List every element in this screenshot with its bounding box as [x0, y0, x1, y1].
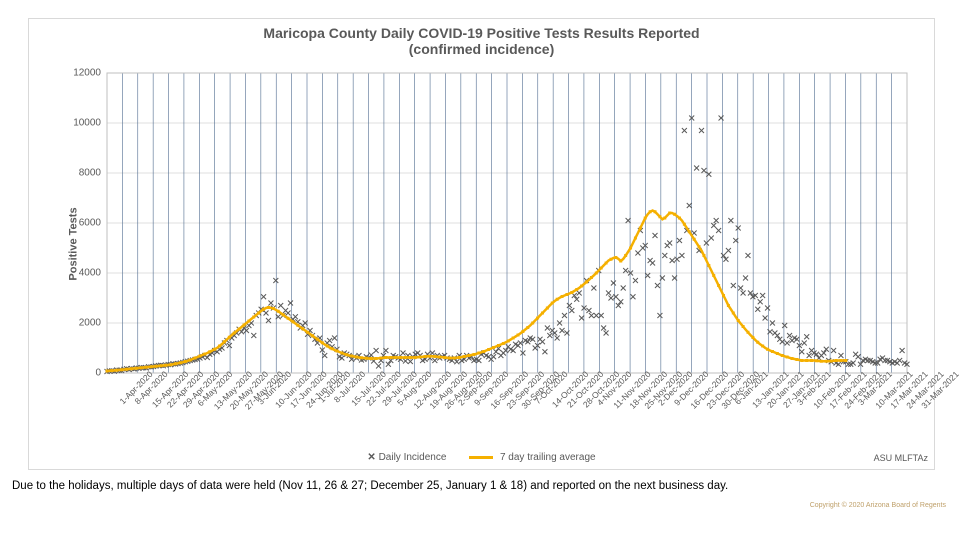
plot-area: 020004000600080001000012000 1-Apr-20208-…: [107, 73, 907, 373]
footnote: Due to the holidays, multiple days of da…: [12, 480, 948, 492]
chart-title: Maricopa County Daily COVID-19 Positive …: [29, 25, 934, 57]
legend-trailing-label: 7 day trailing average: [500, 452, 596, 463]
attribution: ASU MLFTAz: [874, 453, 928, 463]
y-tick: 12000: [67, 68, 101, 79]
y-tick: 8000: [67, 168, 101, 179]
copyright: Copyright © 2020 Arizona Board of Regent…: [810, 502, 946, 509]
title-line-2: (confirmed incidence): [29, 41, 934, 57]
y-tick: 10000: [67, 118, 101, 129]
legend-trailing: 7 day trailing average: [469, 452, 595, 463]
y-tick: 2000: [67, 318, 101, 329]
legend-daily: ✕ Daily Incidence: [367, 452, 446, 463]
y-tick: 6000: [67, 218, 101, 229]
y-tick: 0: [67, 368, 101, 379]
legend-daily-label: Daily Incidence: [379, 452, 447, 463]
legend: ✕ Daily Incidence 7 day trailing average: [29, 452, 934, 463]
x-marker-icon: ✕: [367, 452, 375, 463]
chart-svg: [107, 73, 907, 373]
chart-frame: Maricopa County Daily COVID-19 Positive …: [28, 18, 935, 470]
line-marker-icon: [469, 456, 493, 459]
title-line-1: Maricopa County Daily COVID-19 Positive …: [29, 25, 934, 41]
y-tick: 4000: [67, 268, 101, 279]
